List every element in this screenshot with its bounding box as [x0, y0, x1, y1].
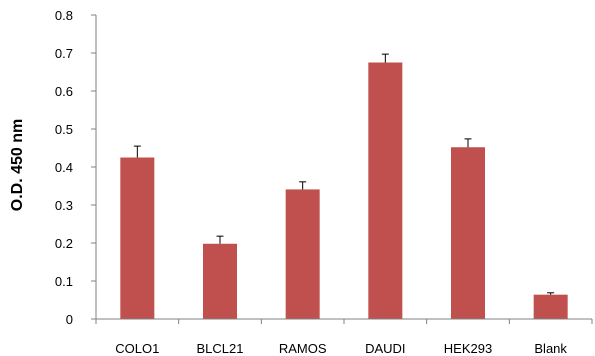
bar-hek293 [451, 147, 485, 319]
x-tick-label: HEK293 [444, 341, 492, 356]
x-tick-label: BLCL21 [197, 341, 244, 356]
y-tick-label: 0.1 [55, 274, 73, 289]
y-tick-label: 0 [66, 312, 73, 327]
y-tick-label: 0.7 [55, 46, 73, 61]
bar-blank [533, 294, 568, 319]
y-tick-label: 0.2 [55, 236, 73, 251]
y-tick-label: 0.3 [55, 198, 73, 213]
x-axis-labels: COLO1 BLCL21 RAMOS DAUDI HEK293 Blank [95, 319, 593, 356]
bar-blcl21 [203, 243, 237, 319]
y-tick-label: 0.8 [55, 8, 73, 23]
y-tick-label: 0.6 [55, 84, 73, 99]
y-axis-ticks: 0 0.1 0.2 0.3 0.4 0.5 0.6 0.7 0.8 [55, 8, 96, 327]
y-tick-label: 0.5 [55, 122, 73, 137]
y-axis-title: O.D. 450 nm [9, 119, 26, 211]
bar-ramos [285, 189, 320, 319]
x-tick-label: Blank [534, 341, 567, 356]
bar-daudi [368, 62, 403, 319]
y-tick-label: 0.4 [55, 160, 73, 175]
x-tick-label: DAUDI [365, 341, 405, 356]
x-tick-label: COLO1 [115, 341, 159, 356]
x-tick-label: RAMOS [279, 341, 327, 356]
bars [120, 53, 568, 319]
bar-colo1 [120, 157, 155, 319]
